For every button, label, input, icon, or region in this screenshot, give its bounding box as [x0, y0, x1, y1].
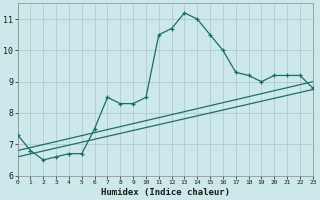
- X-axis label: Humidex (Indice chaleur): Humidex (Indice chaleur): [101, 188, 230, 197]
